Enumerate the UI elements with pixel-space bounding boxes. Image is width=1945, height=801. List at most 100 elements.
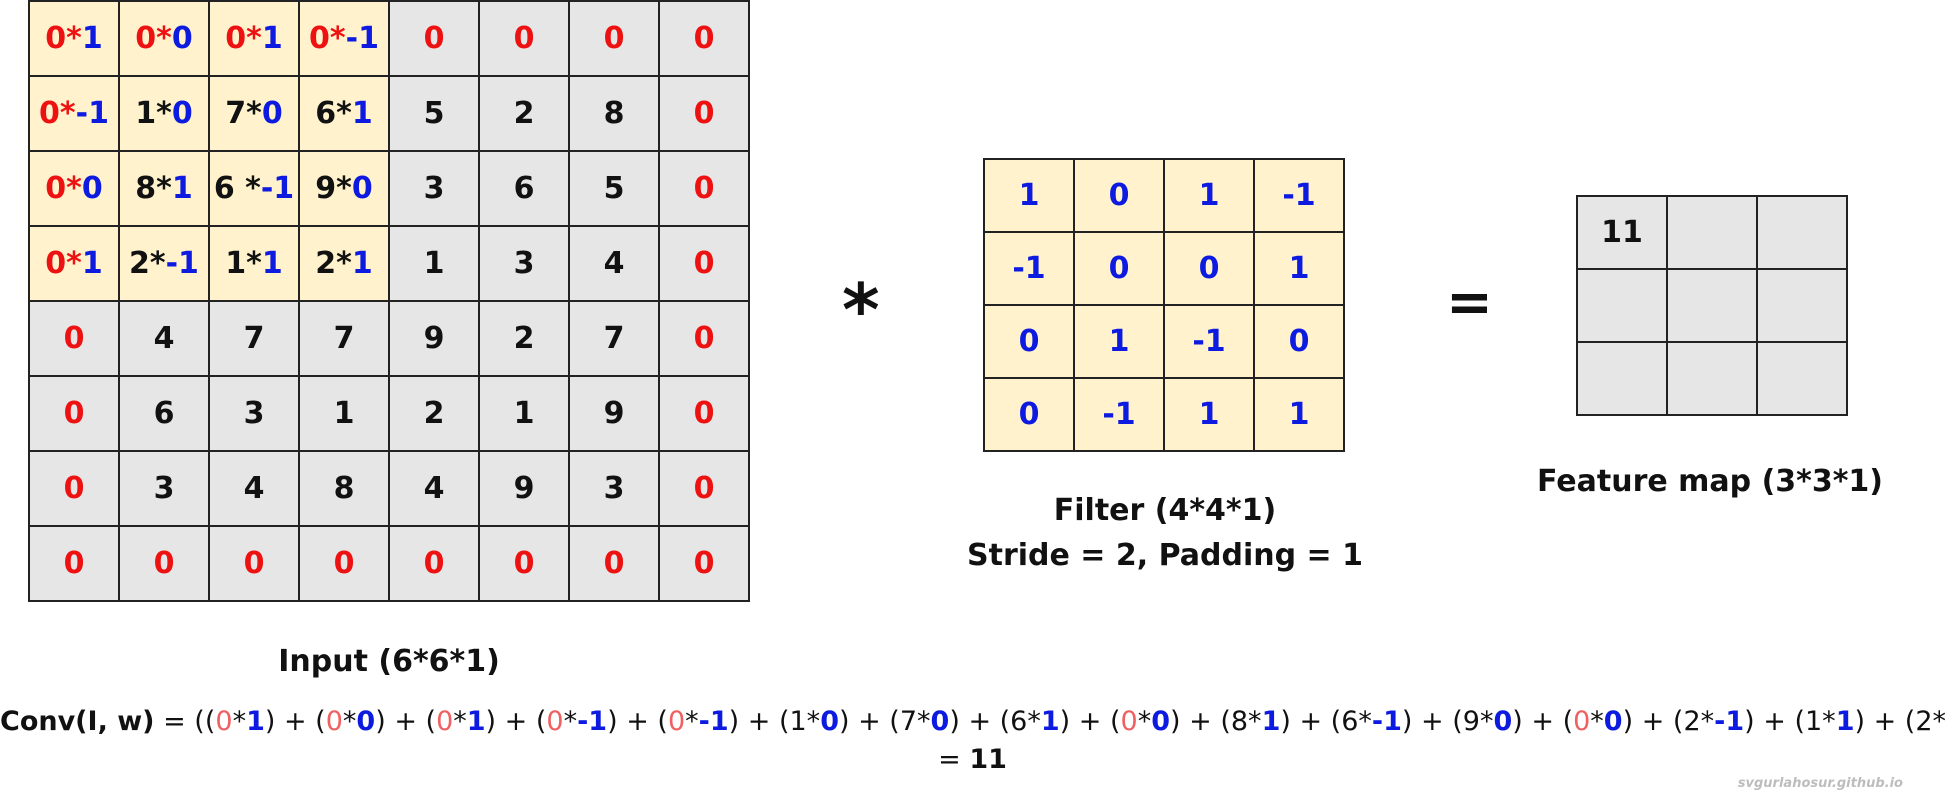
conv-formula: Conv(I, w) = ((0*1) + (0*0) + (0*1) + (0… (0, 706, 1945, 737)
input-cell: 1 (478, 375, 570, 452)
input-cell-part: 1 (333, 396, 355, 431)
input-row: 0*1 0*0 0*1 0*-1 0 0 0 0 (28, 0, 750, 77)
input-cell: 0 (118, 525, 210, 602)
result-prefix: = (938, 744, 970, 775)
formula-part: 0 (1603, 706, 1623, 737)
input-cell: 3 (568, 450, 660, 527)
formula-part: 0 (667, 706, 686, 737)
input-cell: 0*1 (28, 0, 120, 77)
filter-cell: 1 (1163, 158, 1255, 233)
input-cell: 8 (568, 75, 660, 152)
formula-part: 0 (820, 706, 839, 737)
formula-part: 0 (546, 706, 564, 737)
input-cell-part: 4 (153, 321, 175, 356)
input-cell-part: 6 (513, 171, 535, 206)
input-cell: 0*-1 (28, 75, 120, 152)
input-cell: 0 (478, 525, 570, 602)
input-cell: 0 (28, 300, 120, 377)
feature-map-cell (1756, 195, 1848, 270)
input-cell: 6*1 (298, 75, 390, 152)
formula-part: * (1590, 706, 1604, 737)
convolution-operator: * (842, 268, 880, 352)
input-cell-part: 4 (423, 471, 445, 506)
input-row: 0 6 3 1 2 1 9 0 (28, 375, 750, 452)
input-cell-part: 0 (693, 471, 715, 506)
input-cell-part: 3 (243, 396, 265, 431)
feature-map-cell (1756, 268, 1848, 343)
filter-grid: 1 0 1 -1 -1 0 0 1 0 1 -1 0 0 -1 1 1 (983, 158, 1345, 452)
input-row: 0*1 2*-1 1*1 2*1 1 3 4 0 (28, 225, 750, 302)
input-cell: 1 (388, 225, 480, 302)
equals-operator: = (1446, 270, 1493, 335)
formula-part: ) + ( (485, 706, 547, 737)
input-cell: 0*1 (28, 225, 120, 302)
input-cell: 5 (388, 75, 480, 152)
input-cell-part: 8 (333, 471, 355, 506)
formula-part: = (( (154, 706, 216, 737)
input-cell-part: 1 (81, 21, 103, 56)
formula-part: ) + ( (1059, 706, 1121, 737)
input-cell: 2 (478, 75, 570, 152)
input-cell-part: 2 (423, 396, 445, 431)
input-row: 0 4 7 7 9 2 7 0 (28, 300, 750, 377)
filter-cell: 0 (1163, 231, 1255, 306)
input-cell-part: 0 (81, 171, 103, 206)
input-row: 0 0 0 0 0 0 0 0 (28, 525, 750, 602)
input-cell: 7 (568, 300, 660, 377)
input-cell: 4 (388, 450, 480, 527)
input-cell: 1*1 (208, 225, 300, 302)
input-cell: 9 (478, 450, 570, 527)
input-cell-part: 1 (261, 21, 283, 56)
input-cell: 2*1 (298, 225, 390, 302)
input-cell-part: 1 (351, 96, 373, 131)
input-cell: 0 (388, 525, 480, 602)
input-cell-part: * (246, 21, 262, 56)
input-cell-part: 0 (693, 396, 715, 431)
input-cell: 0 (28, 525, 120, 602)
formula-part: 0 (1151, 706, 1171, 737)
formula-part: ) + (6* (949, 706, 1041, 737)
input-cell-part: 0 (63, 546, 85, 581)
formula-part: ) + ( (1512, 706, 1574, 737)
filter-cell: 0 (1253, 304, 1345, 379)
filter-cell: 0 (1073, 158, 1165, 233)
input-cell: 7*0 (208, 75, 300, 152)
input-cell: 0 (658, 75, 750, 152)
input-cell: 0 (658, 150, 750, 227)
input-cell: 2 (388, 375, 480, 452)
input-cell: 6 (478, 150, 570, 227)
input-cell-part: 9* (315, 171, 352, 206)
input-cell-part: 0 (261, 96, 283, 131)
input-cell-part: 4 (603, 246, 625, 281)
formula-part: ) + (9* (1401, 706, 1494, 737)
input-cell: 0 (28, 450, 120, 527)
input-cell: 6 *-1 (208, 150, 300, 227)
input-cell-part: 0 (135, 21, 157, 56)
formula-part: 1 (246, 706, 265, 737)
input-cell-part: 0 (171, 96, 193, 131)
filter-row: 0 1 -1 0 (983, 304, 1345, 379)
input-cell-part: 7 (333, 321, 355, 356)
input-cell-part: 0 (693, 21, 715, 56)
input-cell-part: 2 (513, 96, 535, 131)
formula-part: ) + (2* (1622, 706, 1715, 737)
input-cell-part: -1 (345, 21, 379, 56)
input-cell-part: 0 (513, 546, 535, 581)
filter-label: Filter (4*4*1) (1053, 493, 1277, 528)
result-value: 11 (969, 744, 1007, 775)
input-cell-part: 0 (351, 171, 373, 206)
input-cell-part: 2* (315, 246, 352, 281)
input-cell-part: 3 (423, 171, 445, 206)
input-cell-part: 0 (423, 21, 445, 56)
input-cell: 6 (118, 375, 210, 452)
input-cell-part: 1 (423, 246, 445, 281)
input-cell: 1*0 (118, 75, 210, 152)
input-cell: 8*1 (118, 150, 210, 227)
input-cell: 9*0 (298, 150, 390, 227)
input-cell-part: 0 (45, 171, 67, 206)
input-cell-part: 0 (693, 171, 715, 206)
input-cell-part: 5 (603, 171, 625, 206)
input-row: 0 3 4 8 4 9 3 0 (28, 450, 750, 527)
formula-part: ) + (1* (728, 706, 821, 737)
input-cell-part: 3 (513, 246, 535, 281)
